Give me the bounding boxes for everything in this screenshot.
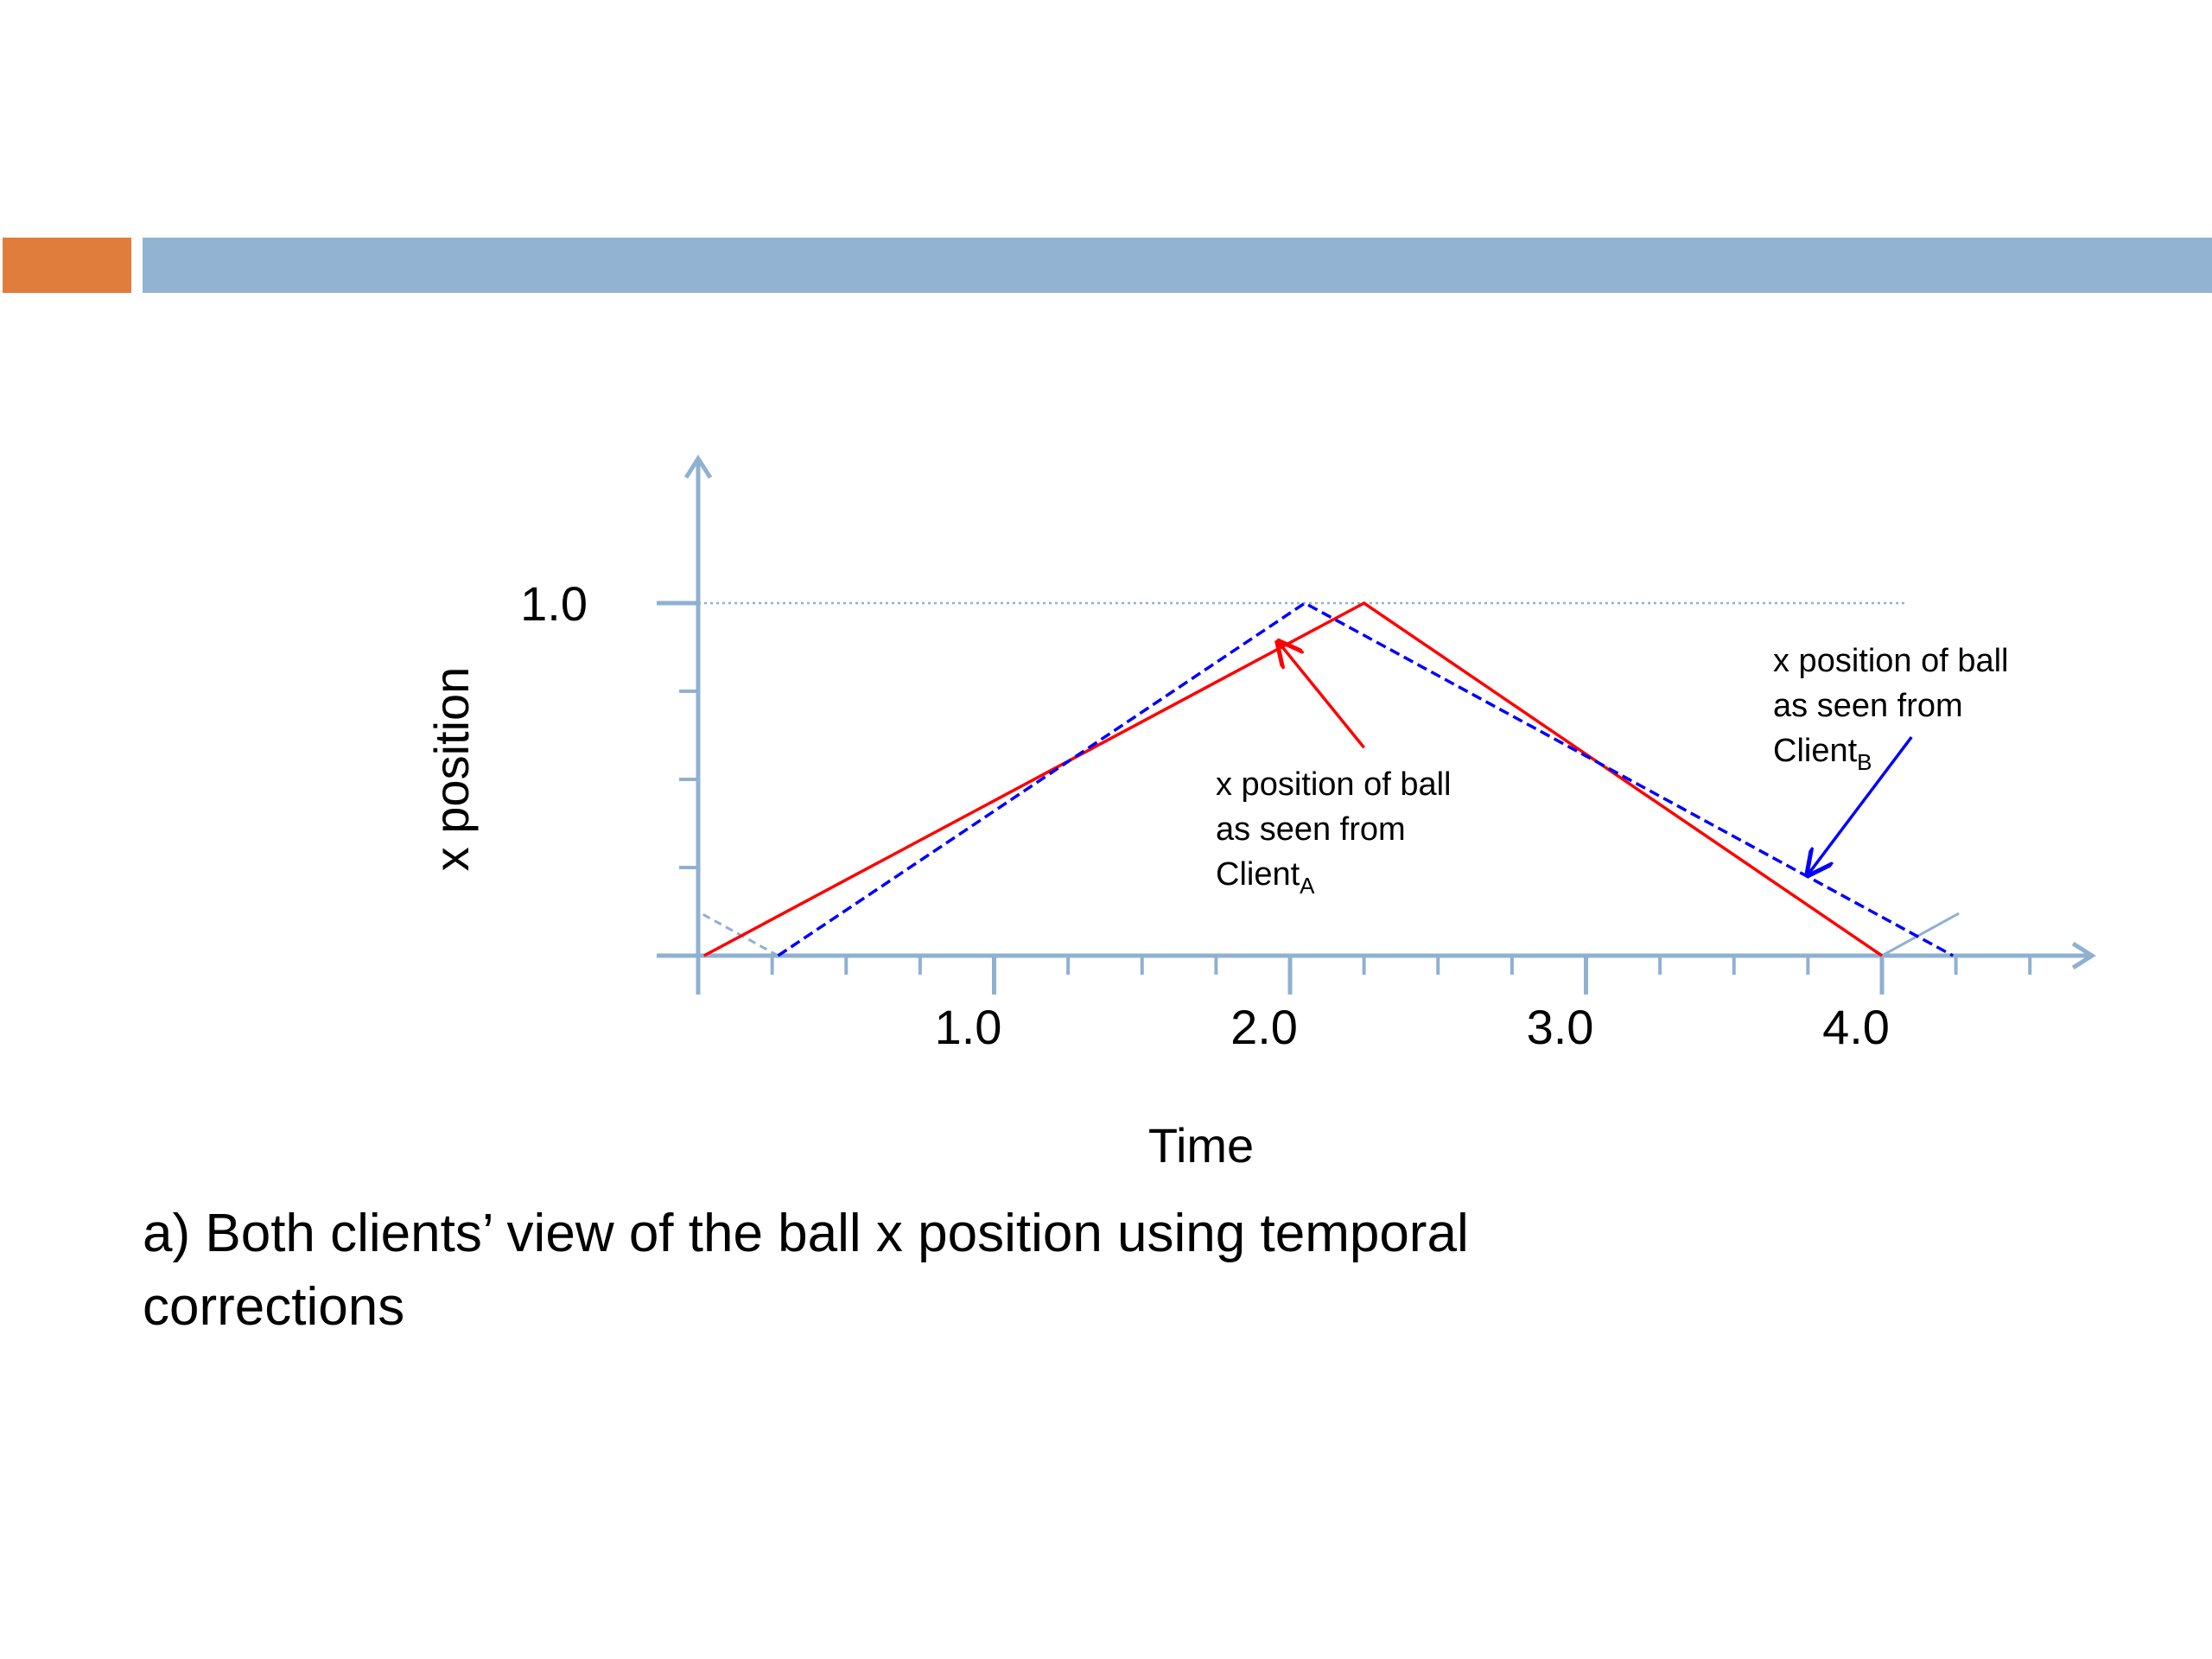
y-tick-label: 1.0 [520, 576, 588, 631]
series-line-1 [703, 601, 1883, 957]
annotation-text-line: x position of ball [1216, 766, 1452, 803]
series-line-2 [777, 601, 1955, 957]
red-extension-line [1881, 912, 1960, 957]
annotation-1: x position of ball as seen from ClientA [1216, 642, 1452, 899]
annotation-subscript: B [1857, 749, 1872, 775]
x-axis-label: Time [1148, 1118, 1254, 1173]
annotation-text-line: as seen from [1773, 688, 1963, 724]
annotation-arrow [1278, 642, 1365, 749]
header-accent-bar [3, 238, 131, 293]
x-tick-label: 3.0 [1527, 1000, 1594, 1054]
x-axis-arrowhead [2071, 941, 2096, 970]
annotation-text-line: as seen from [1216, 811, 1406, 848]
annotation-text-line: x position of ball [1773, 643, 2009, 679]
slide-caption: a) Both clients’ view of the ball x posi… [143, 1197, 1784, 1344]
annotation-subscript: A [1300, 873, 1315, 899]
annotation-text-line: ClientA [1216, 856, 1315, 899]
header-bar [143, 238, 2212, 293]
x-tick-label: 1.0 [935, 1000, 1002, 1054]
caption-line-2: corrections [143, 1277, 405, 1337]
y-axis-arrowhead [683, 454, 713, 480]
annotation-text-line: ClientB [1773, 733, 1872, 775]
x-tick-label: 4.0 [1822, 1000, 1890, 1054]
annotation-2: x position of ball as seen from ClientB [1773, 643, 2009, 874]
blue-extension-line [700, 912, 779, 957]
caption-line-1: a) Both clients’ view of the ball x posi… [143, 1204, 1469, 1263]
y-axis-label: x position [424, 667, 479, 872]
x-tick-label: 2.0 [1230, 1000, 1298, 1054]
annotation-arrow [1808, 735, 1913, 874]
